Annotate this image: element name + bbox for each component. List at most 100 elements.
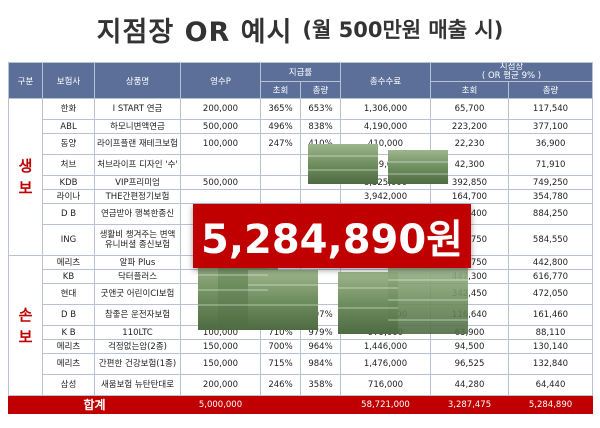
- table-row: KDB VIP프리미엄 500,000 8,325,000 392,850 749,250: [9, 175, 594, 190]
- title-sub: (월 500만원 매출 시): [302, 18, 504, 42]
- cell-or-total: 130,140: [507, 339, 594, 354]
- cell-fee-total: [340, 283, 431, 305]
- cell-or-total: 354,780: [507, 189, 594, 204]
- cell-rate-first: 648%: [260, 304, 301, 326]
- cell-product: 알파 Plus: [94, 255, 181, 270]
- cell-insurer: 한화: [42, 98, 95, 120]
- cell-rate-total: 410%: [300, 133, 341, 155]
- cell-or-first: 342,450: [430, 283, 509, 305]
- table-row: 동양 라이프플랜 재테크보험 100,000 247% 410% 410,000 22,23…: [9, 133, 594, 155]
- header-premium: 영수P: [180, 62, 261, 99]
- cell-rate-first: 365%: [260, 98, 301, 120]
- cell-rate-first: [260, 283, 301, 305]
- header-rate-first: 초회: [260, 81, 301, 99]
- cell-product: 처브라이프 디자인 '수': [94, 154, 181, 176]
- cell-premium: 150,000: [180, 353, 261, 375]
- cell-product: 110LTC: [94, 325, 181, 340]
- table-row: 라이나 THE간편정기보험 3,942,000 164,700 354,780: [9, 189, 594, 204]
- total-fee: 58,721,000: [340, 395, 431, 414]
- cell-product: 닥터플러스: [94, 269, 181, 284]
- header-rate-total: 총량: [300, 81, 341, 99]
- cell-premium: [180, 154, 261, 176]
- cell-rate-total: [300, 154, 341, 176]
- cell-rate-total: 358%: [300, 374, 341, 396]
- total-label: 합계: [8, 395, 181, 414]
- cell-or-total: 884,250: [507, 203, 594, 225]
- table-row: ABL 하모니변액연금 500,000 496% 838% 4,190,000 223,20…: [9, 119, 594, 134]
- cell-premium: 500,000: [180, 119, 261, 134]
- table-row: 삼성 새움보험 뉴탄탄대로 200,000 246% 358% 716,000 44,280…: [9, 374, 594, 396]
- cell-product: 참좋은 운전자보험: [94, 304, 181, 326]
- total-rate-total: [300, 395, 341, 414]
- cell-rate-total: [300, 283, 341, 305]
- cell-insurer: 삼성: [42, 374, 95, 396]
- cell-rate-total: 653%: [300, 98, 341, 120]
- cell-or-total: 616,770: [507, 269, 594, 284]
- cell-premium: [180, 189, 261, 204]
- header-or-label: 지점장: [499, 62, 524, 72]
- cell-rate-total: 984%: [300, 353, 341, 375]
- cell-premium: 200,000: [180, 374, 261, 396]
- cell-rate-first: 246%: [260, 374, 301, 396]
- header-fee-total: 총수수료: [340, 62, 431, 99]
- total-or-first: 3,287,475: [430, 395, 509, 414]
- cell-rate-total: [300, 175, 341, 190]
- cell-insurer: KB: [42, 269, 95, 284]
- cell-or-total: 584,550: [507, 224, 594, 256]
- cell-product: 생활비 챙겨주는 변액유니버셜 종신보험: [94, 224, 181, 256]
- cell-product: 연금받아 행복한종신: [94, 203, 181, 225]
- cell-product: 굿앤굿 어린이CI보험: [94, 283, 181, 305]
- cell-product: I START 연금: [94, 98, 181, 120]
- cell-premium: 100,000: [180, 325, 261, 340]
- cell-fee-total: 979,000: [340, 325, 431, 340]
- header-category: 구분: [8, 62, 43, 99]
- cell-fee-total: [340, 269, 431, 284]
- cell-insurer: D B: [42, 203, 95, 225]
- cell-insurer: 메리츠: [42, 255, 95, 270]
- cell-rate-total: [300, 189, 341, 204]
- cell-rate-first: 247%: [260, 133, 301, 155]
- cell-or-first: 63,900: [430, 325, 509, 340]
- cell-rate-total: 838%: [300, 119, 341, 134]
- cell-or-first: 65,700: [430, 98, 509, 120]
- cell-or-total: 132,840: [507, 353, 594, 375]
- cell-or-total: 117,540: [507, 98, 594, 120]
- cell-product: 라이프플랜 재테크보험: [94, 133, 181, 155]
- cell-rate-first: 710%: [260, 325, 301, 340]
- total-premium: 5,000,000: [180, 395, 261, 414]
- table-row: 생 보 한화 I START 연금 200,000 365% 653% 1,306,000 6…: [8, 98, 594, 256]
- cell-or-first: 42,300: [430, 154, 509, 176]
- header-product: 상품명: [94, 62, 181, 99]
- cell-or-first: 164,700: [430, 189, 509, 204]
- cell-or-total: 88,110: [507, 325, 594, 340]
- cell-rate-first: [260, 175, 301, 190]
- cell-premium: 200,000: [180, 98, 261, 120]
- section-life: 생 보: [8, 98, 43, 256]
- total-or-total: 5,284,890: [507, 395, 594, 414]
- header-rate: 지급률: [260, 62, 341, 82]
- table-row: 현대 굿앤굿 어린이CI보험 500,000 342,450 472,050: [9, 283, 594, 305]
- cell-premium: 500,000: [180, 175, 261, 190]
- cell-rate-first: 700%: [260, 339, 301, 354]
- cell-rate-total: 897%: [300, 304, 341, 326]
- cell-fee-total: 3,942,000: [340, 189, 431, 204]
- cell-insurer: 동양: [42, 133, 95, 155]
- header-or-first: 초회: [430, 81, 509, 99]
- cell-or-first: 96,525: [430, 353, 509, 375]
- cell-or-total: 64,440: [507, 374, 594, 396]
- cell-or-total: 161,460: [507, 304, 594, 326]
- cell-insurer: D B: [42, 304, 95, 326]
- table-row: KB 닥터플러스 700,000 447,300 616,770: [9, 269, 594, 284]
- cell-fee-total: 410,000: [340, 133, 431, 155]
- section-nonlife: 손 보: [8, 255, 43, 396]
- cell-fee-total: 799,000: [340, 154, 431, 176]
- cell-insurer: ABL: [42, 119, 95, 134]
- cell-product: 간편한 건강보험(1종): [94, 353, 181, 375]
- cell-rate-first: [260, 269, 301, 284]
- cell-or-first: 94,500: [430, 339, 509, 354]
- cell-rate-first: [260, 189, 301, 204]
- cell-premium: 150,000: [180, 339, 261, 354]
- total-rate-first: [260, 395, 301, 414]
- cell-insurer: 처브: [42, 154, 95, 176]
- cell-premium: 500,000: [180, 283, 261, 305]
